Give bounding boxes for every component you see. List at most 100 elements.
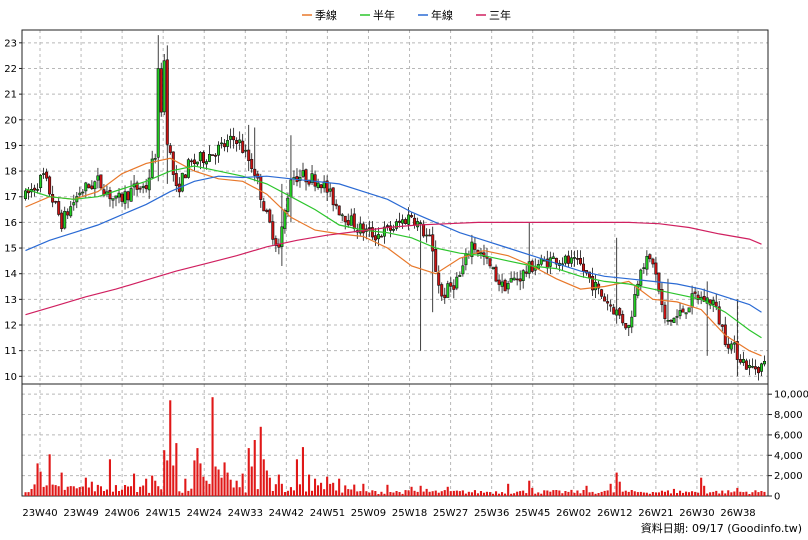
volume-bar <box>51 484 54 496</box>
candle-up <box>705 297 709 304</box>
volume-bar <box>470 492 473 496</box>
candle-down <box>437 272 441 286</box>
volume-bar <box>160 489 163 496</box>
volume-bar <box>118 491 121 496</box>
candle-up <box>563 255 567 264</box>
volume-bar <box>136 492 139 496</box>
volume-bar <box>187 490 190 496</box>
candle-down <box>202 152 206 163</box>
volume-bar <box>437 492 440 496</box>
moving-average-line <box>25 221 762 316</box>
volume-bar <box>730 492 733 496</box>
volume-bar <box>760 491 763 496</box>
candle-down <box>57 201 61 215</box>
volume-bar <box>567 491 570 496</box>
volume-bar <box>308 474 311 496</box>
volume-bar <box>241 473 244 496</box>
x-tick-label: 24W42 <box>269 508 304 519</box>
candle-down <box>51 194 55 203</box>
volume-bar <box>45 485 48 496</box>
x-tick-label: 25W18 <box>392 508 427 519</box>
volume-bar <box>540 493 543 496</box>
price-tick-label: 10 <box>4 372 17 383</box>
volume-bar <box>235 480 238 496</box>
volume-bars <box>24 397 766 496</box>
volume-bar <box>603 490 606 496</box>
candle-up <box>162 60 166 113</box>
volume-bar <box>594 493 597 496</box>
candle-up <box>464 253 468 266</box>
volume-bar <box>196 448 199 496</box>
candle-up <box>289 179 293 198</box>
volume-bar <box>154 480 157 496</box>
candle-up <box>762 360 766 365</box>
volume-bar <box>395 491 398 496</box>
candle-up <box>310 173 314 183</box>
candle-up <box>153 158 157 160</box>
volume-bar <box>715 490 718 496</box>
volume-bar <box>108 459 111 496</box>
volume-bar <box>102 491 105 496</box>
volume-bar <box>751 492 754 496</box>
volume-bar <box>368 492 371 496</box>
volume-bar <box>691 491 694 496</box>
volume-bar <box>42 486 45 496</box>
candle-up <box>286 197 290 212</box>
volume-bar <box>588 492 591 496</box>
candle-down <box>693 291 697 294</box>
candle-up <box>690 293 694 308</box>
volume-bar <box>341 492 344 496</box>
candle-up <box>470 241 474 257</box>
candle-down <box>434 249 438 272</box>
volume-tick-label: 4,000 <box>774 451 803 462</box>
volume-bar <box>627 491 630 496</box>
candle-down <box>578 257 582 265</box>
volume-bar <box>178 491 181 496</box>
candle-up <box>123 191 127 204</box>
volume-bar <box>211 397 214 496</box>
volume-bar <box>30 489 33 496</box>
x-tick-label: 25W45 <box>515 508 550 519</box>
candle-down <box>575 258 579 260</box>
candle-up <box>732 342 736 345</box>
candle-up <box>391 228 395 231</box>
x-tick-label: 23W49 <box>63 508 98 519</box>
candle-up <box>627 325 631 328</box>
volume-bar <box>36 463 39 496</box>
volume-bar <box>169 400 172 496</box>
volume-bar <box>289 487 292 496</box>
volume-bar <box>642 492 645 496</box>
price-tick-label: 14 <box>4 269 17 280</box>
candle-down <box>388 225 392 231</box>
volume-bar <box>498 493 501 496</box>
legend-label: 季線 <box>315 8 337 22</box>
candle-down <box>422 223 426 237</box>
volume-bar <box>148 492 151 496</box>
volume-bar <box>57 486 60 496</box>
candle-down <box>33 187 37 191</box>
volume-bar <box>326 476 329 496</box>
volume-bar <box>320 482 323 496</box>
x-tick-label: 24W33 <box>228 508 263 519</box>
price-tick-label: 11 <box>4 346 17 357</box>
candle-down <box>473 243 477 250</box>
volume-bar <box>416 491 419 496</box>
legend: 季線 半年 年線 三年 <box>302 8 511 22</box>
volume-bar <box>485 491 488 496</box>
volume-bar <box>606 490 609 496</box>
volume-bar <box>739 491 742 496</box>
candle-up <box>244 149 248 152</box>
candle-down <box>66 211 70 216</box>
volume-bar <box>721 490 724 496</box>
candle-up <box>416 221 420 228</box>
volume-bar <box>389 492 392 496</box>
volume-bar <box>223 462 226 496</box>
volume-bar <box>338 478 341 496</box>
volume-bar <box>359 491 362 496</box>
volume-bar <box>618 481 621 496</box>
volume-bar <box>467 491 470 496</box>
candle-up <box>419 222 423 224</box>
candle-down <box>54 201 58 203</box>
candle-up <box>111 198 115 201</box>
volume-bar <box>597 493 600 496</box>
